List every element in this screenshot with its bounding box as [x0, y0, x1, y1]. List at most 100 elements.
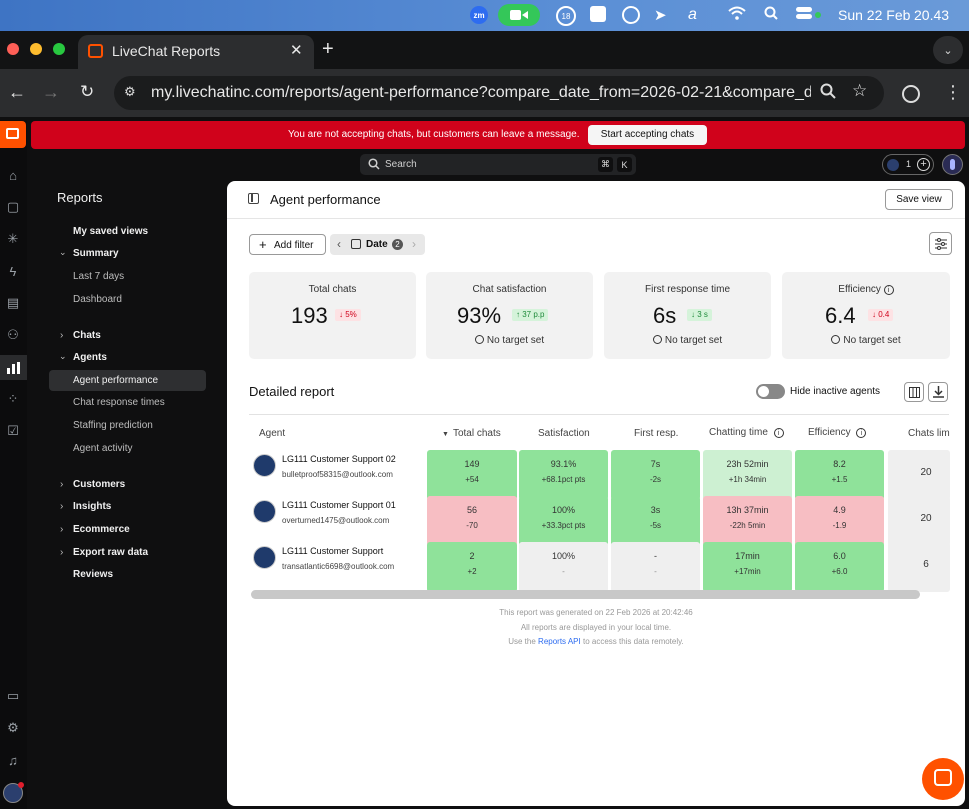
signature-icon[interactable]: a: [688, 6, 697, 23]
chats-icon[interactable]: ▢: [6, 199, 20, 214]
sidebar-item-agent-activity[interactable]: Agent activity: [73, 443, 133, 454]
reports-api-link[interactable]: Reports API: [538, 637, 581, 646]
sidebar-item-last-7-days[interactable]: Last 7 days: [73, 271, 125, 282]
sidebar-item-chats[interactable]: Chats: [73, 330, 101, 341]
column-header-first-response[interactable]: First resp.: [634, 428, 679, 439]
date-prev-icon[interactable]: ‹: [337, 237, 341, 251]
new-tab-button[interactable]: +: [322, 38, 334, 60]
column-header-satisfaction[interactable]: Satisfaction: [538, 428, 590, 439]
home-icon[interactable]: ⌂: [9, 167, 17, 183]
notification-badge-icon[interactable]: 18: [556, 6, 576, 26]
target-status[interactable]: No target set: [782, 335, 950, 346]
table-row[interactable]: LG111 Customer Support 01 overturned1475…: [249, 491, 399, 531]
sidebar-item-reviews[interactable]: Reviews: [73, 569, 114, 580]
global-search[interactable]: Search ⌘ K: [360, 154, 636, 175]
metric-card-first-response-time[interactable]: First response time 6s ↓ 3 s No target s…: [604, 272, 771, 359]
metric-card-efficiency[interactable]: Efficiency i 6.4 ↓ 0.4 No target set: [782, 272, 950, 359]
sidebar-toggle-icon[interactable]: [248, 193, 259, 204]
wifi-icon[interactable]: [728, 6, 746, 20]
reports-icon[interactable]: [0, 355, 27, 380]
livechat-logo-icon[interactable]: [0, 121, 26, 148]
info-icon[interactable]: i: [773, 428, 784, 438]
info-icon[interactable]: i: [856, 428, 867, 438]
metric-card-chat-satisfaction[interactable]: Chat satisfaction 93% ↑ 37 p.p No target…: [426, 272, 593, 359]
display-settings-button[interactable]: [929, 232, 952, 255]
columns-button[interactable]: [904, 382, 924, 402]
checklist-icon[interactable]: ☑: [7, 423, 19, 438]
window-zoom-button[interactable]: [53, 43, 65, 55]
circle-app-icon[interactable]: [622, 6, 640, 24]
column-header-efficiency[interactable]: Efficiency i: [808, 427, 867, 438]
billing-icon[interactable]: ▭: [6, 688, 20, 703]
sidebar-item-export-raw-data[interactable]: Export raw data: [73, 547, 149, 558]
status-pill[interactable]: 1 +: [882, 154, 934, 175]
menubar-time[interactable]: 20.43: [914, 7, 950, 23]
reload-icon[interactable]: ↻: [80, 82, 95, 101]
notifications-icon[interactable]: ♫: [8, 752, 18, 768]
send-icon[interactable]: ➤: [654, 7, 667, 24]
apps-icon[interactable]: ⁘: [7, 391, 19, 406]
change-value: 5%: [345, 310, 357, 319]
zoom-lens-icon[interactable]: [820, 83, 836, 104]
window-close-button[interactable]: [7, 43, 19, 55]
sidebar-item-summary[interactable]: Summary: [73, 248, 119, 259]
hide-inactive-toggle[interactable]: [756, 384, 785, 399]
sidebar-item-staffing-prediction[interactable]: Staffing prediction: [73, 420, 153, 431]
forward-icon[interactable]: →: [42, 82, 60, 102]
table-row[interactable]: LG111 Customer Support 02 bulletproof583…: [249, 445, 399, 485]
tab-list-button[interactable]: ⌄: [933, 36, 963, 64]
horizontal-scrollbar[interactable]: [251, 590, 920, 599]
team-icon[interactable]: ⚇: [7, 327, 19, 342]
browser-tab[interactable]: LiveChat Reports ✕: [78, 35, 314, 69]
sidebar-item-insights[interactable]: Insights: [73, 501, 112, 512]
address-bar[interactable]: ⚙ my.livechatinc.com/reports/agent-perfo…: [114, 76, 884, 110]
column-header-chatting-time[interactable]: Chatting time i: [709, 427, 784, 438]
window-minimize-button[interactable]: [30, 43, 42, 55]
browser-menu-icon[interactable]: ⋮: [944, 82, 962, 102]
settings-icon[interactable]: ⚙: [7, 720, 19, 735]
save-view-button[interactable]: Save view: [885, 189, 953, 210]
sidebar-item-chat-response-times[interactable]: Chat response times: [73, 397, 165, 408]
target-status[interactable]: No target set: [426, 335, 593, 346]
start-accepting-chats-button[interactable]: Start accepting chats: [588, 125, 707, 145]
ai-assistant-icon[interactable]: [942, 154, 963, 175]
tab-close-icon[interactable]: ✕: [290, 42, 303, 59]
sidebar-item-ecommerce[interactable]: Ecommerce: [73, 524, 130, 535]
chat-widget-button[interactable]: [922, 758, 964, 800]
add-icon[interactable]: +: [917, 158, 930, 171]
sidebar-item-customers[interactable]: Customers: [73, 479, 126, 490]
app-icon[interactable]: [590, 6, 606, 22]
engage-icon[interactable]: ✳: [7, 231, 19, 246]
back-icon[interactable]: ←: [8, 82, 26, 102]
column-header-agent[interactable]: Agent: [259, 428, 286, 439]
metric-card-total-chats[interactable]: Total chats 193 ↓ 5%: [249, 272, 416, 359]
url-text[interactable]: my.livechatinc.com/reports/agent-perform…: [151, 84, 811, 101]
archives-icon[interactable]: ▤: [6, 295, 20, 310]
facetime-icon[interactable]: [498, 4, 540, 26]
sidebar-item-agent-performance[interactable]: Agent performance: [49, 370, 206, 391]
info-icon[interactable]: i: [883, 285, 894, 295]
date-filter[interactable]: ‹ Date 2 ›: [330, 234, 425, 255]
bookmark-star-icon[interactable]: ☆: [852, 81, 868, 100]
control-center-icon[interactable]: [796, 6, 812, 20]
date-next-icon[interactable]: ›: [412, 237, 416, 251]
spotlight-search-icon[interactable]: [764, 6, 778, 20]
card-value: 193: [291, 303, 328, 328]
download-button[interactable]: [928, 382, 948, 402]
detailed-report-title: Detailed report: [249, 384, 335, 399]
target-icon: [831, 335, 841, 344]
menubar-date[interactable]: Sun 22 Feb: [838, 7, 911, 23]
zoom-icon[interactable]: zm: [470, 6, 488, 24]
automation-icon[interactable]: ϟ: [9, 263, 17, 279]
add-filter-button[interactable]: + Add filter: [249, 234, 326, 255]
user-avatar[interactable]: [3, 782, 24, 803]
sidebar-item-dashboard[interactable]: Dashboard: [73, 294, 122, 305]
column-header-total-chats[interactable]: ▼ Total chats: [442, 428, 501, 439]
site-settings-icon[interactable]: ⚙: [124, 84, 136, 99]
profile-icon[interactable]: [902, 85, 920, 103]
column-header-chats-limit[interactable]: Chats lim: [908, 428, 950, 439]
target-status[interactable]: No target set: [604, 335, 771, 346]
sidebar-item-agents[interactable]: Agents: [73, 352, 107, 363]
table-row[interactable]: LG111 Customer Support transatlantic6698…: [249, 537, 399, 577]
sidebar-item-my-saved-views[interactable]: My saved views: [73, 226, 149, 237]
